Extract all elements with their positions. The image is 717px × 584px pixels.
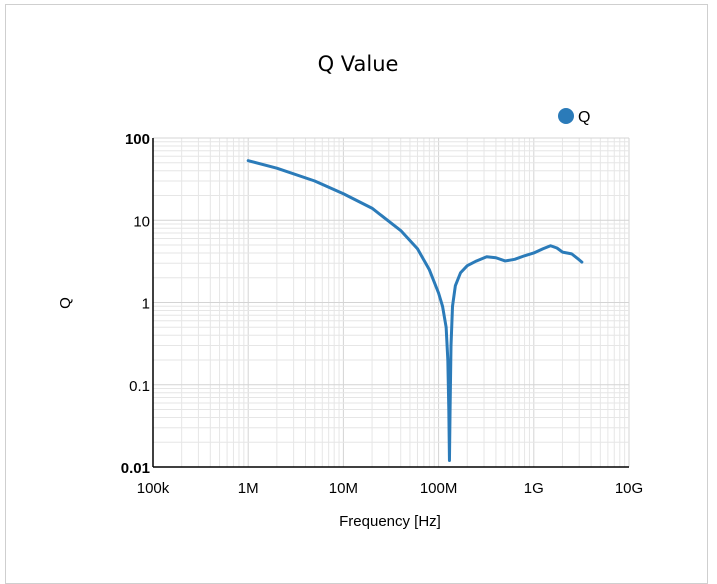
series-group xyxy=(246,159,584,462)
x-tick-label: 10G xyxy=(615,480,643,497)
chart-title: Q Value xyxy=(318,52,399,76)
y-tick-label: 0.1 xyxy=(129,378,150,395)
x-tick-label: 100M xyxy=(420,480,458,497)
legend-label-q[interactable]: Q xyxy=(578,109,590,126)
x-tick-labels: 100k 1M 10M 100M 1G 10G xyxy=(137,480,643,497)
x-tick-label: 1G xyxy=(524,480,544,497)
x-tick-label: 100k xyxy=(137,480,170,497)
y-tick-label: 1 xyxy=(142,296,150,313)
x-axis-label: Frequency [Hz] xyxy=(339,513,441,530)
series-line-q xyxy=(246,159,584,462)
axes xyxy=(152,138,629,468)
y-tick-labels: 100 10 1 0.1 0.01 xyxy=(121,131,150,477)
legend-marker-q[interactable] xyxy=(558,108,574,124)
grid xyxy=(152,137,630,468)
q-value-chart: Q Value 100k 1M 10M 100M 1G 10G 100 10 1 0.1 0.01… xyxy=(57,52,643,530)
x-tick-label: 10M xyxy=(329,480,358,497)
y-tick-label: 10 xyxy=(133,213,150,230)
y-tick-label: 0.01 xyxy=(121,460,150,477)
legend[interactable]: Q xyxy=(558,108,590,126)
y-axis-label: Q xyxy=(57,297,74,309)
y-tick-label: 100 xyxy=(125,131,150,148)
x-tick-label: 1M xyxy=(238,480,259,497)
